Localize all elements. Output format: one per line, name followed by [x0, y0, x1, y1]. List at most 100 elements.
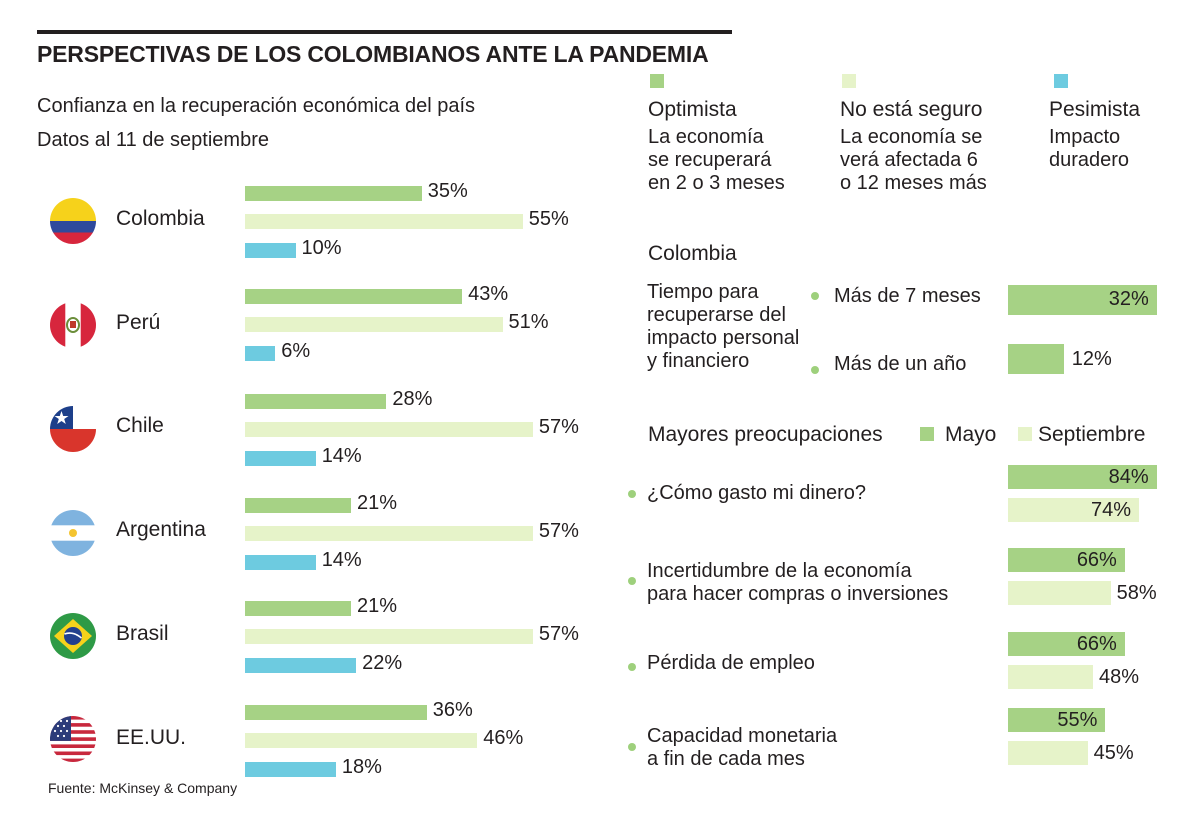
legend-swatch-pesimista	[1054, 74, 1068, 88]
country-name: EE.UU.	[116, 726, 187, 749]
usa-flag-icon	[50, 716, 96, 762]
chile-flag-icon	[50, 406, 96, 452]
concern-label: Pérdida de empleo	[647, 652, 815, 674]
legend-pesimista-desc: Impacto duradero	[1049, 126, 1130, 171]
bar-value-label: 35%	[427, 180, 468, 202]
bullet-dot	[628, 490, 636, 498]
concern-label: Capacidad monetaria a fin de cada mes	[647, 725, 838, 770]
colombia-flag-icon	[50, 198, 96, 244]
country-name: Colombia	[116, 207, 205, 230]
bar-no-está-seguro	[245, 317, 503, 332]
bar-optimista	[245, 186, 422, 201]
concern-bar-mayo	[1008, 465, 1157, 489]
legend-pesimista-label: Pesimista	[1049, 98, 1141, 121]
bar-no-está-seguro	[245, 422, 533, 437]
concern-bar-mayo	[1008, 632, 1125, 656]
legend-septiembre-label: Septiembre	[1038, 423, 1146, 446]
bar-value-label: 10%	[301, 237, 342, 259]
concern-value-label: 55%	[1057, 709, 1098, 731]
bar-value-label: 57%	[538, 416, 579, 438]
brasil-flag-icon	[50, 613, 96, 659]
recovery-value-label: 32%	[1108, 288, 1149, 310]
source-note: Fuente: McKinsey & Company	[48, 780, 238, 796]
bar-optimista	[245, 705, 427, 720]
concern-bar-septiembre	[1008, 741, 1088, 765]
bar-no-está-seguro	[245, 733, 478, 748]
concern-value-label: 58%	[1116, 582, 1157, 604]
country-name: Perú	[116, 311, 161, 334]
chart-subtitle: Confianza en la recuperación económica d…	[37, 95, 476, 117]
country-name: Argentina	[116, 518, 206, 541]
bar-pesimista	[245, 451, 316, 466]
bar-value-label: 22%	[362, 652, 403, 674]
bar-pesimista	[245, 346, 276, 361]
bullet-dot	[628, 743, 636, 751]
concern-value-label: 45%	[1093, 742, 1134, 764]
bar-pesimista	[245, 658, 357, 673]
bar-value-label: 43%	[468, 283, 509, 305]
concern-value-label: 66%	[1076, 633, 1117, 655]
legend-no-seguro-label: No está seguro	[840, 98, 983, 121]
bar-pesimista	[245, 762, 336, 777]
legend-mayo-label: Mayo	[945, 423, 997, 446]
bullet-dot	[811, 292, 819, 300]
bullet-dot	[628, 577, 636, 585]
bar-no-está-seguro	[245, 526, 533, 541]
colombia-section-title: Colombia	[648, 242, 737, 265]
legend-swatch-no-seguro	[842, 74, 856, 88]
concerns-section-title: Mayores preocupaciones	[648, 423, 883, 446]
bar-value-label: 57%	[538, 520, 579, 542]
legend-swatch-septiembre	[1018, 427, 1032, 441]
title-rule	[37, 30, 732, 34]
bar-value-label: 57%	[538, 623, 579, 645]
concern-bar-mayo	[1008, 708, 1106, 732]
bar-no-está-seguro	[245, 629, 533, 644]
recovery-bar	[1008, 344, 1064, 374]
bullet-dot	[811, 366, 819, 374]
page-title: PERSPECTIVAS DE LOS COLOMBIANOS ANTE LA …	[37, 41, 709, 67]
concern-bar-mayo	[1008, 548, 1125, 572]
recovery-value-label: 12%	[1071, 348, 1112, 370]
bullet-dot	[628, 663, 636, 671]
concern-value-label: 84%	[1108, 466, 1149, 488]
bar-value-label: 21%	[357, 595, 398, 617]
argentina-flag-icon	[50, 510, 96, 556]
bar-optimista	[245, 289, 463, 304]
concern-value-label: 48%	[1098, 666, 1139, 688]
bar-value-label: 6%	[281, 340, 311, 362]
bar-optimista	[245, 394, 387, 409]
peru-flag-icon	[50, 302, 96, 348]
bar-value-label: 28%	[392, 388, 433, 410]
bar-value-label: 46%	[483, 727, 524, 749]
bar-value-label: 18%	[341, 756, 382, 778]
concern-label: ¿Cómo gasto mi dinero?	[647, 482, 866, 504]
concern-bar-septiembre	[1008, 581, 1111, 605]
concern-bar-septiembre	[1008, 665, 1093, 689]
bar-value-label: 14%	[321, 549, 362, 571]
country-name: Brasil	[116, 622, 169, 645]
bar-optimista	[245, 601, 352, 616]
recovery-bar	[1008, 285, 1157, 315]
bar-pesimista	[245, 555, 316, 570]
bar-value-label: 51%	[508, 311, 549, 333]
bar-value-label: 36%	[432, 699, 473, 721]
bar-optimista	[245, 498, 352, 513]
recovery-category: Más de un año	[834, 353, 967, 375]
data-date: Datos al 11 de septiembre	[37, 129, 269, 151]
bar-value-label: 14%	[321, 445, 362, 467]
bar-pesimista	[245, 243, 296, 258]
concern-value-label: 66%	[1076, 549, 1117, 571]
bar-value-label: 55%	[528, 208, 569, 230]
legend-optimista-label: Optimista	[648, 98, 737, 121]
bar-value-label: 21%	[357, 492, 398, 514]
country-name: Chile	[116, 414, 164, 437]
concern-bar-septiembre	[1008, 498, 1139, 522]
concern-label: Incertidumbre de la economía para hacer …	[647, 560, 949, 605]
bar-no-está-seguro	[245, 214, 523, 229]
recovery-description: Tiempo para recuperarse del impacto pers…	[647, 281, 800, 372]
concern-value-label: 74%	[1090, 499, 1131, 521]
legend-optimista-desc: La economía se recuperará en 2 o 3 meses	[648, 126, 785, 194]
legend-swatch-optimista	[650, 74, 664, 88]
legend-swatch-mayo	[920, 427, 934, 441]
